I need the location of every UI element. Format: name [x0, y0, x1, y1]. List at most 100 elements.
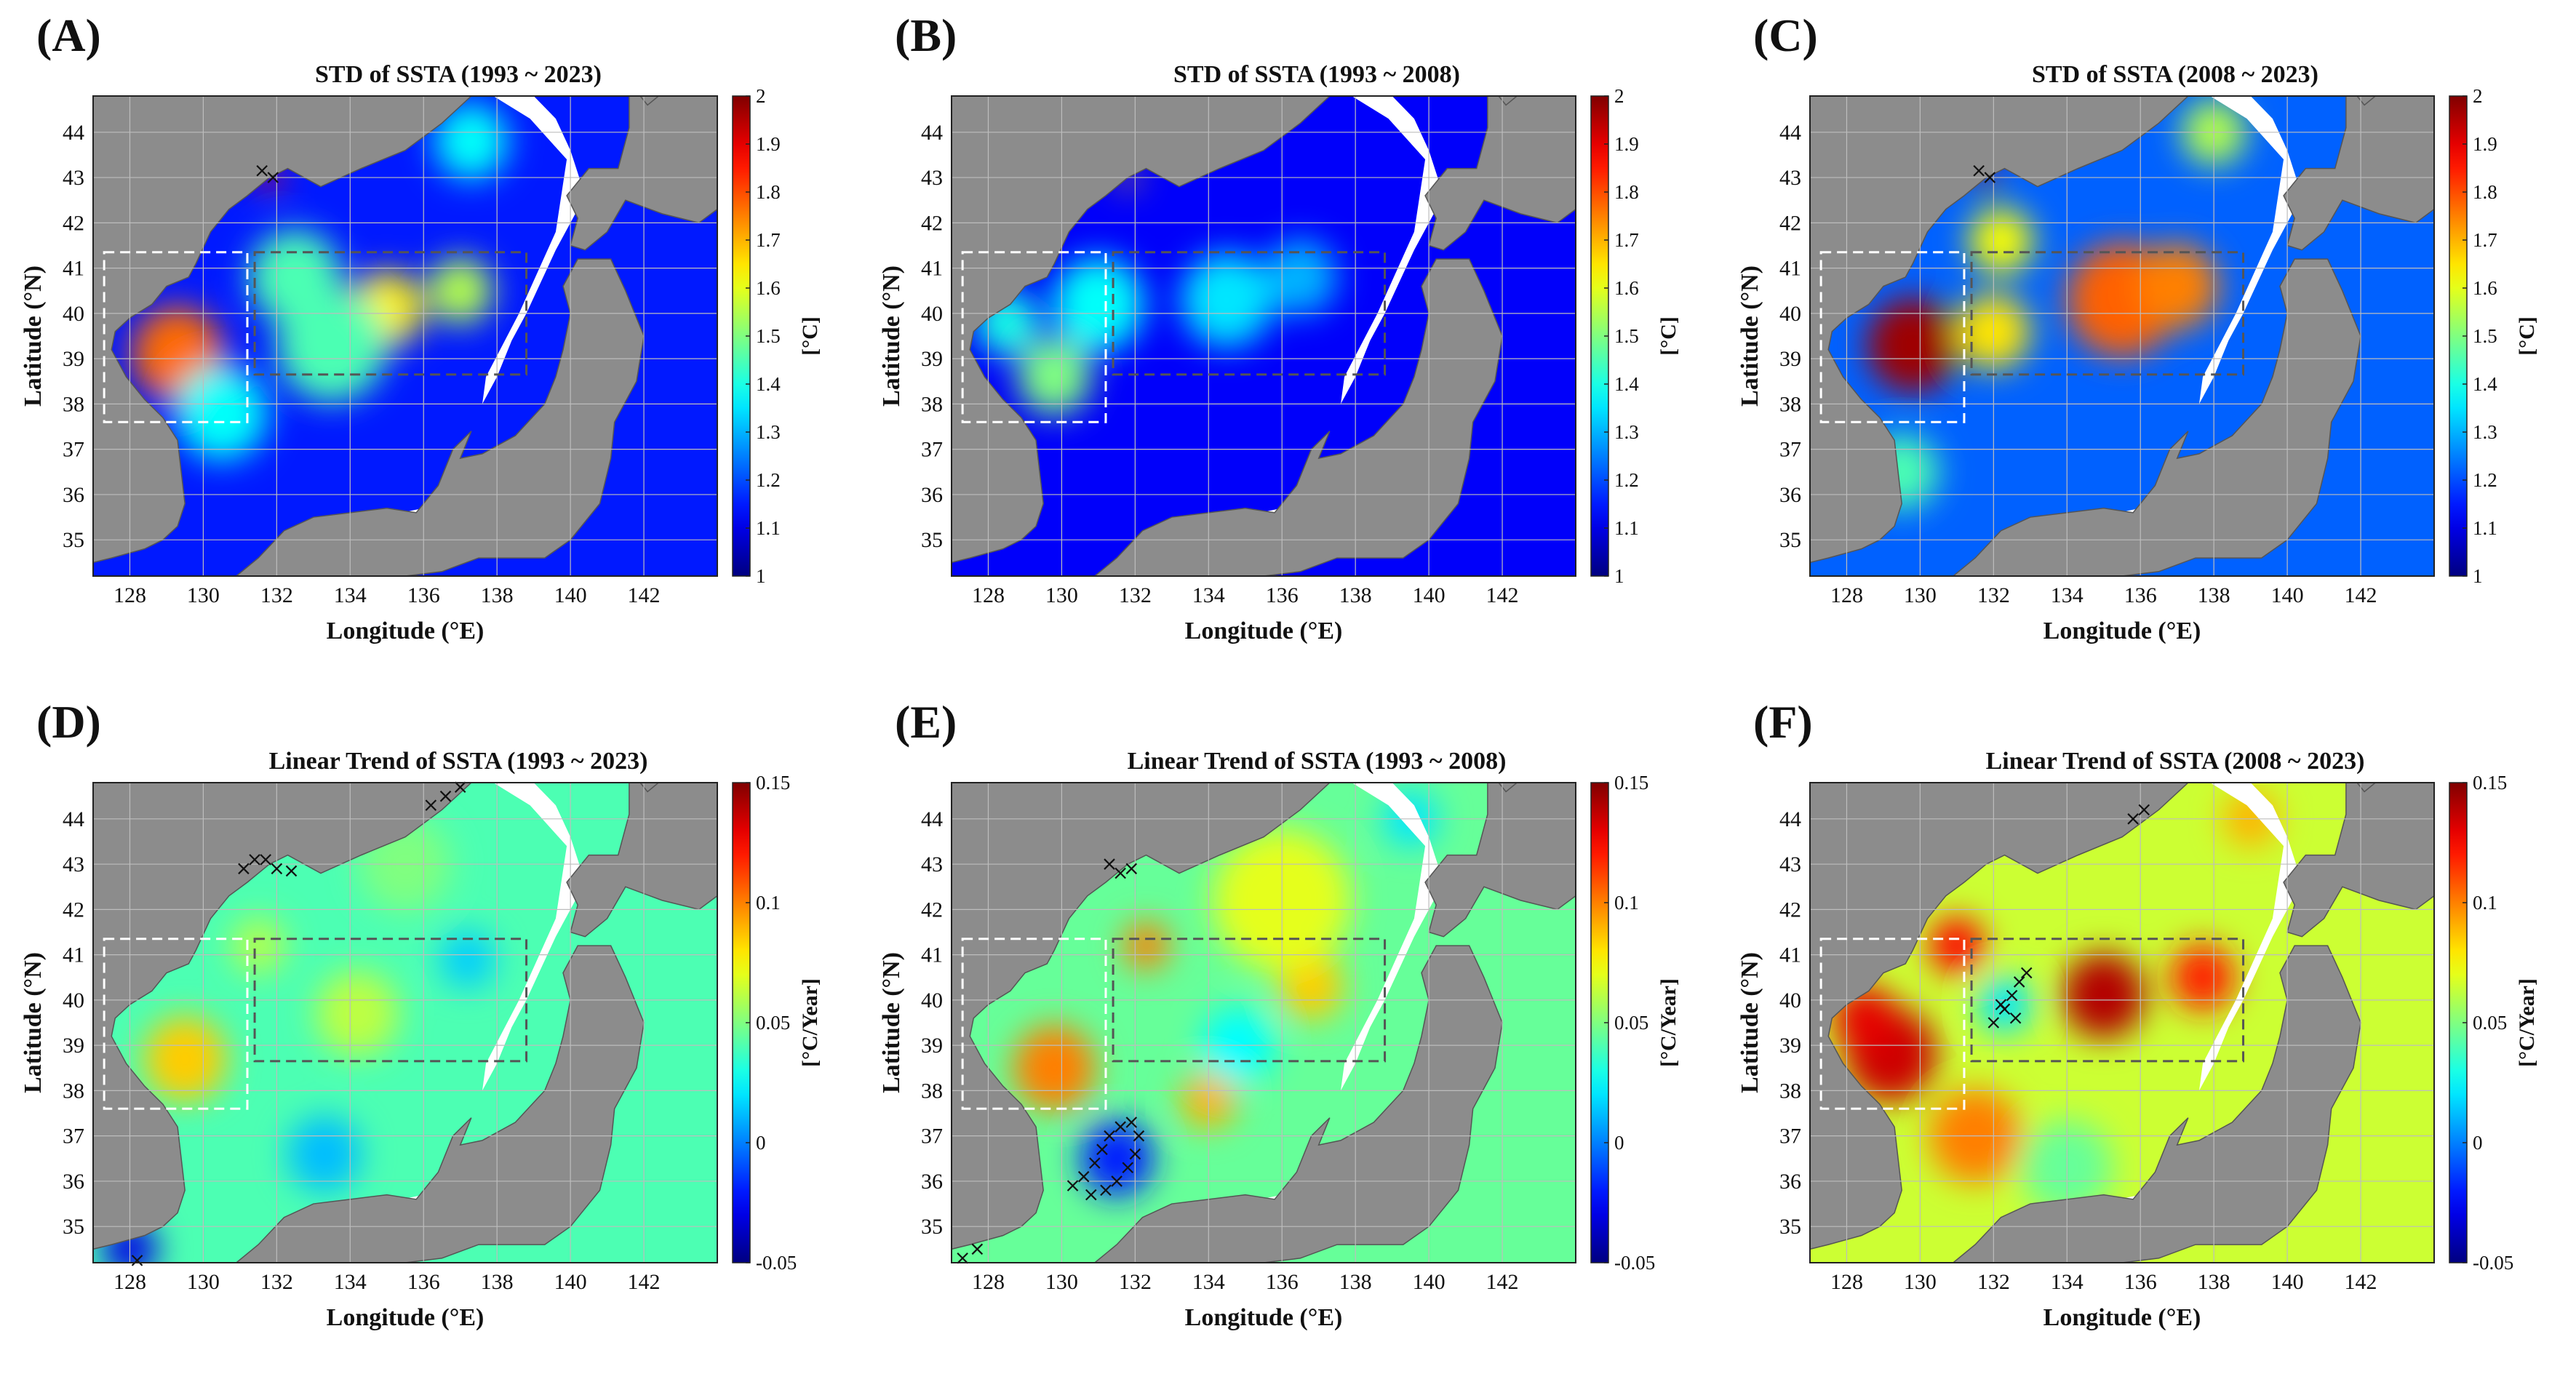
- x-axis-label: Longitude (°E): [1185, 1304, 1343, 1331]
- y-tick-label: 43: [1779, 166, 1801, 190]
- heatmap-hotspot: [1181, 252, 1273, 348]
- significance-mark: [454, 781, 466, 794]
- colorbar-tick-label: 1.8: [2473, 181, 2497, 203]
- y-tick-label: 44: [921, 807, 943, 831]
- region-box-central: [1970, 938, 2245, 1063]
- heatmap-hotspot: [175, 365, 268, 461]
- colorbar-tick-label: 1: [756, 565, 766, 587]
- land-mass: [1061, 945, 1503, 1263]
- y-tick-label: 41: [921, 257, 943, 281]
- colorbar-tick-label: 1.3: [1614, 421, 1639, 443]
- colorbar-unit-label: [°C/Year]: [2515, 978, 2539, 1067]
- land-mass: [952, 783, 1331, 1250]
- land-mass: [1810, 96, 2189, 564]
- heatmap-hotspot: [1013, 1025, 1096, 1111]
- colorbar-tick-label: 1.7: [2473, 229, 2497, 251]
- x-tick-label: 136: [2124, 583, 2157, 607]
- y-tick-label: 41: [921, 943, 943, 967]
- significance-mark: [1129, 1148, 1141, 1160]
- y-axis-label: Latitude (°N): [878, 952, 905, 1093]
- panel-label: (C): [1753, 9, 1818, 61]
- chart-svg: 128 130 132 134 136 138 140 142 35 36 37 38 39 40 41 42…: [878, 85, 1680, 644]
- land-mass: [1061, 258, 1503, 576]
- region-box-west: [1819, 938, 1966, 1110]
- no-data-region: [2140, 96, 2302, 404]
- x-tick-label: 132: [260, 583, 293, 607]
- colorbar-tick-label: 1.4: [2473, 373, 2497, 395]
- heatmap-hotspot: [1017, 338, 1091, 415]
- panel-a: (A) STD of SSTA (1993 ~ 2023) 128 130 132 1…: [0, 0, 858, 687]
- y-tick-label: 44: [63, 121, 84, 145]
- significance-mark: [439, 790, 452, 802]
- y-tick-label: 36: [921, 483, 943, 507]
- y-tick-label: 35: [63, 1215, 84, 1239]
- x-tick-label: 128: [972, 1270, 1005, 1294]
- colorbar-tick-label: 1.3: [756, 421, 781, 443]
- x-tick-label: 138: [481, 1270, 514, 1294]
- significance-mark: [1096, 1143, 1108, 1156]
- y-tick-label: 39: [63, 1034, 84, 1058]
- x-tick-label: 136: [2124, 1270, 2157, 1294]
- y-tick-label: 40: [1779, 988, 1801, 1012]
- heatmap-hotspot: [1977, 975, 2033, 1034]
- y-tick-label: 42: [63, 898, 84, 922]
- colorbar-tick-label: 2: [2473, 85, 2483, 107]
- y-tick-label: 39: [921, 1034, 943, 1058]
- colorbar-tick-label: 0.1: [1614, 892, 1639, 914]
- land-mass: [1424, 96, 1576, 251]
- x-tick-label: 134: [1192, 1270, 1225, 1294]
- colorbar-tick-label: 1.6: [2473, 277, 2497, 299]
- heatmap-hotspot: [1264, 239, 1337, 316]
- x-tick-label: 138: [2198, 1270, 2230, 1294]
- heatmap-hotspot: [1929, 916, 1985, 975]
- heatmap-hotspot: [434, 103, 509, 180]
- colorbar-tick-label: 0.05: [1614, 1012, 1648, 1034]
- significance-mark: [1995, 999, 2007, 1010]
- x-tick-label: 138: [1339, 1270, 1372, 1294]
- land-mass: [203, 258, 645, 576]
- x-tick-label: 130: [1904, 583, 1937, 607]
- x-tick-label: 138: [481, 583, 514, 607]
- y-tick-label: 43: [63, 166, 84, 190]
- y-tick-label: 37: [921, 1125, 943, 1149]
- y-tick-label: 38: [1779, 1079, 1801, 1103]
- colorbar-tick-label: 1.5: [2473, 325, 2497, 347]
- plot-frame: [1809, 782, 2435, 1263]
- significance-mark: [2013, 976, 2025, 988]
- heatmap-hotspot: [231, 916, 286, 975]
- colorbar-unit-label: [°C]: [1656, 316, 1680, 356]
- x-tick-label: 142: [2345, 583, 2377, 607]
- x-tick-label: 142: [628, 583, 661, 607]
- significance-mark: [1987, 1017, 2000, 1028]
- colorbar-tick-label: 0.15: [1614, 772, 1648, 794]
- y-tick-label: 42: [63, 211, 84, 235]
- heatmap-hotspot: [2170, 943, 2236, 1011]
- x-tick-label: 130: [1045, 1270, 1078, 1294]
- land-mass: [203, 945, 645, 1263]
- heatmap-field: [1810, 96, 2434, 576]
- significance-mark: [425, 799, 437, 811]
- x-axis-label: Longitude (°E): [1185, 618, 1343, 644]
- no-data-region: [1282, 783, 1444, 1091]
- colorbar-tick-label: 0: [756, 1132, 766, 1154]
- x-tick-label: 128: [972, 583, 1005, 607]
- colorbar-unit-label: [°C/Year]: [798, 978, 822, 1067]
- heatmap-hotspot: [1122, 922, 1170, 970]
- y-tick-label: 43: [921, 166, 943, 190]
- x-axis-label: Longitude (°E): [327, 618, 485, 644]
- region-box-west: [961, 251, 1107, 423]
- significance-mark: [256, 164, 268, 177]
- y-tick-label: 36: [1779, 1170, 1801, 1194]
- colorbar-tick-label: 1.8: [756, 181, 781, 203]
- x-tick-label: 142: [628, 1270, 661, 1294]
- x-tick-label: 130: [1904, 1270, 1937, 1294]
- x-tick-label: 130: [187, 1270, 220, 1294]
- colorbar-unit-label: [°C]: [798, 316, 822, 356]
- x-tick-label: 128: [113, 1270, 146, 1294]
- land-mass: [1810, 783, 2189, 1250]
- significance-mark: [2127, 813, 2139, 825]
- significance-mark: [2138, 804, 2150, 816]
- significance-mark: [1104, 1130, 1115, 1142]
- x-tick-label: 142: [1486, 1270, 1519, 1294]
- chart-title: Linear Trend of SSTA (2008 ~ 2023): [1985, 748, 2365, 775]
